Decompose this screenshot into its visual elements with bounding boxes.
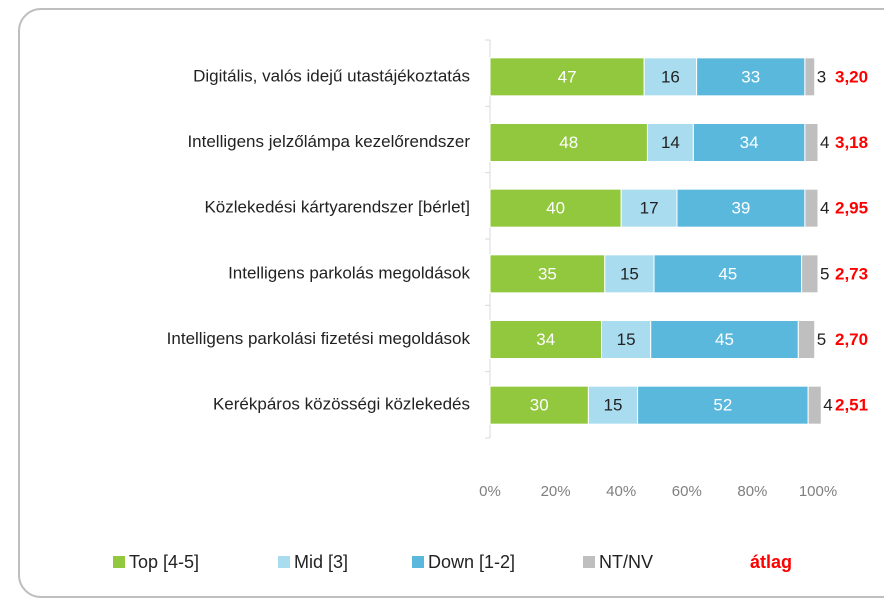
bar-segment — [489, 385, 589, 425]
plot-area: 0% 20% 40% 60% 80% 100% Digitális, valós idejű… — [113, 39, 868, 572]
data-label: 47 — [558, 67, 577, 86]
legend-label: Top [4-5] — [129, 552, 199, 572]
average-label: 3,18 — [835, 133, 868, 152]
bar-segment — [804, 57, 816, 97]
data-label: 4 — [820, 199, 829, 218]
legend-label: átlag — [750, 552, 792, 572]
data-label: 35 — [538, 264, 557, 283]
data-label: 5 — [820, 264, 829, 283]
legend-swatch — [583, 556, 595, 568]
bar-segment — [489, 123, 648, 162]
data-label: 45 — [715, 330, 734, 349]
data-label: 39 — [731, 199, 750, 218]
average-label: 2,70 — [835, 330, 868, 349]
bar-segment — [587, 385, 639, 425]
legend-label: Mid [3] — [294, 552, 348, 572]
data-label: 17 — [640, 199, 659, 218]
data-label: 3 — [817, 67, 826, 86]
data-label: 14 — [661, 133, 680, 152]
data-label: 16 — [661, 67, 680, 86]
bar-segment — [489, 320, 603, 359]
data-label: 45 — [718, 264, 737, 283]
category-label: Intelligens jelzőlámpa kezelőrendszer — [187, 132, 470, 151]
bar-segment — [676, 188, 806, 228]
x-tick-label: 0% — [479, 483, 501, 500]
data-label: 4 — [820, 133, 829, 152]
bar-segment — [489, 254, 606, 294]
bar-segment — [696, 57, 806, 97]
bar-segment — [489, 188, 622, 228]
bar-segment — [807, 385, 822, 425]
legend-swatch — [278, 556, 290, 568]
data-label: 15 — [617, 330, 636, 349]
bar-segment — [637, 385, 809, 425]
bar-segment — [692, 123, 806, 162]
category-label: Intelligens parkolási fizetési megoldáso… — [167, 329, 471, 348]
data-label: 4 — [823, 396, 832, 415]
category-label: Közlekedési kártyarendszer [bérlet] — [204, 198, 470, 217]
legend-swatch — [412, 556, 424, 568]
average-label: 2,73 — [835, 264, 868, 283]
bar-segment — [801, 254, 819, 294]
average-label: 3,20 — [835, 67, 868, 86]
chart-frame — [18, 8, 884, 598]
bar-segment — [643, 57, 698, 97]
data-label: 30 — [530, 396, 549, 415]
category-label: Digitális, valós idejű utastájékoztatás — [193, 66, 470, 85]
data-label: 5 — [817, 330, 826, 349]
x-tick-label: 20% — [541, 483, 571, 500]
legend-swatch — [113, 556, 125, 568]
bar-segment — [653, 254, 803, 294]
bar-segment — [804, 123, 819, 162]
bar-segment — [620, 188, 678, 228]
x-tick-label: 80% — [737, 483, 767, 500]
category-label: Kerékpáros közösségi közlekedés — [213, 395, 470, 414]
x-tick-label: 60% — [672, 483, 702, 500]
x-tick-label: 40% — [606, 483, 636, 500]
data-label: 15 — [620, 264, 639, 283]
bar-segment — [797, 320, 816, 359]
data-label: 48 — [559, 133, 578, 152]
data-label: 40 — [546, 199, 565, 218]
bar-segment — [804, 188, 819, 228]
data-label: 15 — [604, 396, 623, 415]
average-label: 2,51 — [835, 396, 868, 415]
data-label: 34 — [536, 330, 555, 349]
legend-label: Down [1-2] — [428, 552, 515, 572]
data-label: 52 — [713, 396, 732, 415]
category-label: Intelligens parkolás megoldások — [228, 263, 470, 282]
data-label: 34 — [740, 133, 759, 152]
average-label: 2,95 — [835, 199, 868, 218]
bar-segment — [604, 254, 655, 294]
bar-segment — [601, 320, 652, 359]
x-tick-label: 100% — [799, 483, 837, 500]
legend-label: NT/NV — [599, 552, 653, 572]
bar-segment — [646, 123, 694, 162]
data-label: 33 — [741, 67, 760, 86]
